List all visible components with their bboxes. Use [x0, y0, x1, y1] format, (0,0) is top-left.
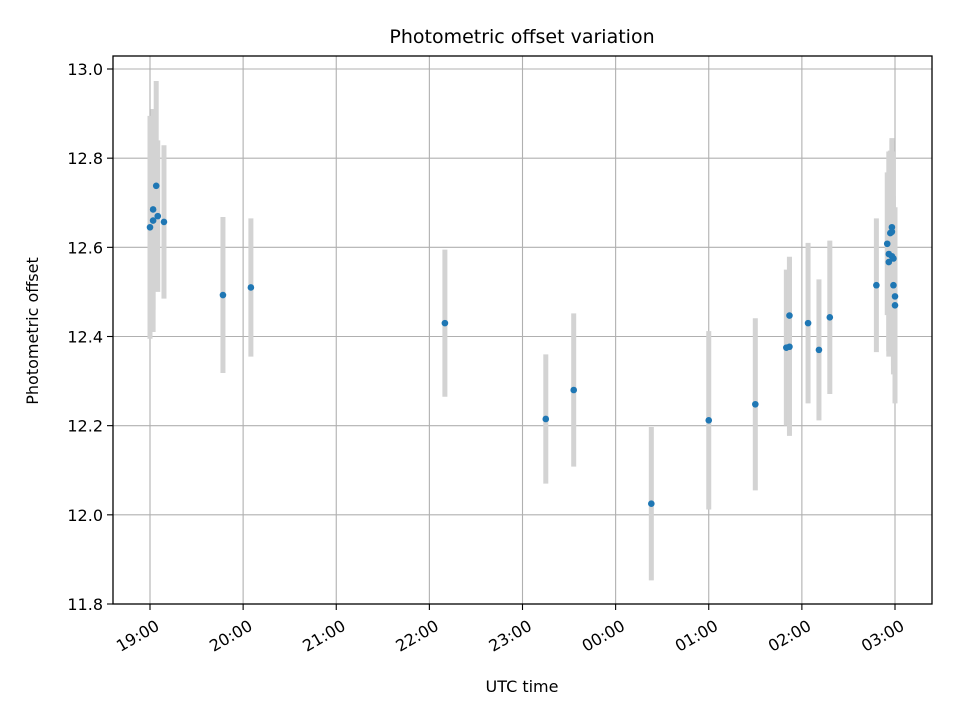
data-point — [891, 301, 899, 309]
grid — [113, 56, 932, 605]
data-point — [154, 212, 162, 220]
data-point — [570, 386, 578, 394]
data-point — [804, 319, 812, 327]
data-point — [160, 218, 168, 226]
data-point — [152, 182, 160, 190]
x-axis-title: UTC time — [486, 677, 559, 696]
data-point — [890, 255, 897, 262]
y-tick-label: 12.8 — [67, 149, 103, 168]
data-point — [883, 240, 891, 248]
data-point — [441, 319, 449, 327]
data-point — [888, 228, 896, 236]
chart-title: Photometric offset variation — [389, 26, 654, 48]
y-tick-label: 11.8 — [67, 595, 103, 614]
data-point — [149, 217, 157, 224]
data-point — [648, 500, 655, 507]
data-point — [705, 417, 713, 424]
y-tick-label: 13.0 — [67, 60, 103, 79]
data-point — [815, 346, 823, 354]
data-point — [149, 206, 157, 213]
y-tick-label: 12.2 — [67, 417, 103, 436]
data-point — [786, 312, 793, 319]
y-tick-label: 12.0 — [67, 506, 103, 525]
data-point — [885, 258, 893, 266]
y-axis-title: Photometric offset — [23, 257, 42, 405]
data-point — [542, 415, 550, 423]
data-points — [146, 182, 899, 507]
y-tick-label: 12.4 — [67, 328, 103, 347]
data-point — [826, 314, 834, 321]
data-point — [247, 284, 255, 291]
data-point — [891, 293, 899, 300]
data-point — [890, 281, 897, 289]
data-point — [219, 291, 227, 299]
data-point — [786, 343, 793, 351]
data-point — [146, 223, 154, 231]
data-point — [873, 281, 880, 289]
data-point — [752, 400, 759, 408]
y-axis: 11.8 12.0 12.2 12.4 12.6 12.8 13.0 — [67, 60, 113, 614]
y-tick-label: 12.6 — [67, 238, 103, 257]
